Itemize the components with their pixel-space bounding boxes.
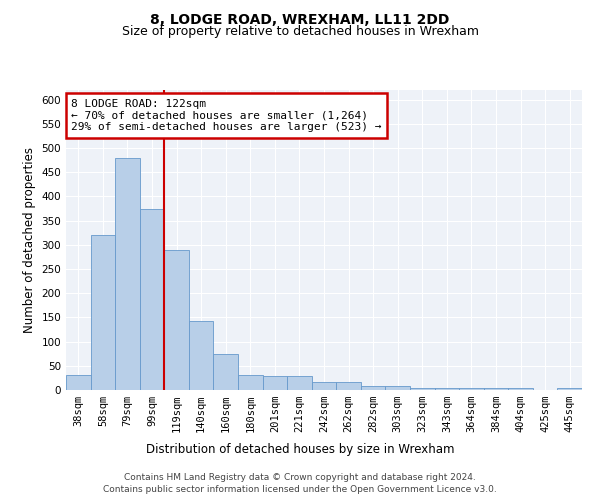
Bar [164, 250, 189, 390]
Bar [484, 388, 508, 390]
Text: Contains public sector information licensed under the Open Government Licence v3: Contains public sector information licen… [103, 485, 497, 494]
Bar [115, 158, 140, 390]
Bar [336, 382, 361, 390]
Bar [91, 235, 115, 390]
Text: Size of property relative to detached houses in Wrexham: Size of property relative to detached ho… [121, 25, 479, 38]
Text: Contains HM Land Registry data © Crown copyright and database right 2024.: Contains HM Land Registry data © Crown c… [124, 472, 476, 482]
Bar [361, 386, 385, 390]
Bar [189, 321, 214, 390]
Bar [66, 376, 91, 390]
Bar [263, 376, 287, 390]
Bar [140, 208, 164, 390]
Bar [312, 382, 336, 390]
Bar [557, 388, 582, 390]
Bar [214, 354, 238, 390]
Bar [385, 386, 410, 390]
Text: Distribution of detached houses by size in Wrexham: Distribution of detached houses by size … [146, 442, 454, 456]
Bar [410, 388, 434, 390]
Bar [287, 376, 312, 390]
Bar [434, 388, 459, 390]
Bar [238, 374, 263, 390]
Bar [459, 388, 484, 390]
Text: 8 LODGE ROAD: 122sqm
← 70% of detached houses are smaller (1,264)
29% of semi-de: 8 LODGE ROAD: 122sqm ← 70% of detached h… [71, 99, 382, 132]
Y-axis label: Number of detached properties: Number of detached properties [23, 147, 36, 333]
Text: 8, LODGE ROAD, WREXHAM, LL11 2DD: 8, LODGE ROAD, WREXHAM, LL11 2DD [151, 12, 449, 26]
Bar [508, 388, 533, 390]
